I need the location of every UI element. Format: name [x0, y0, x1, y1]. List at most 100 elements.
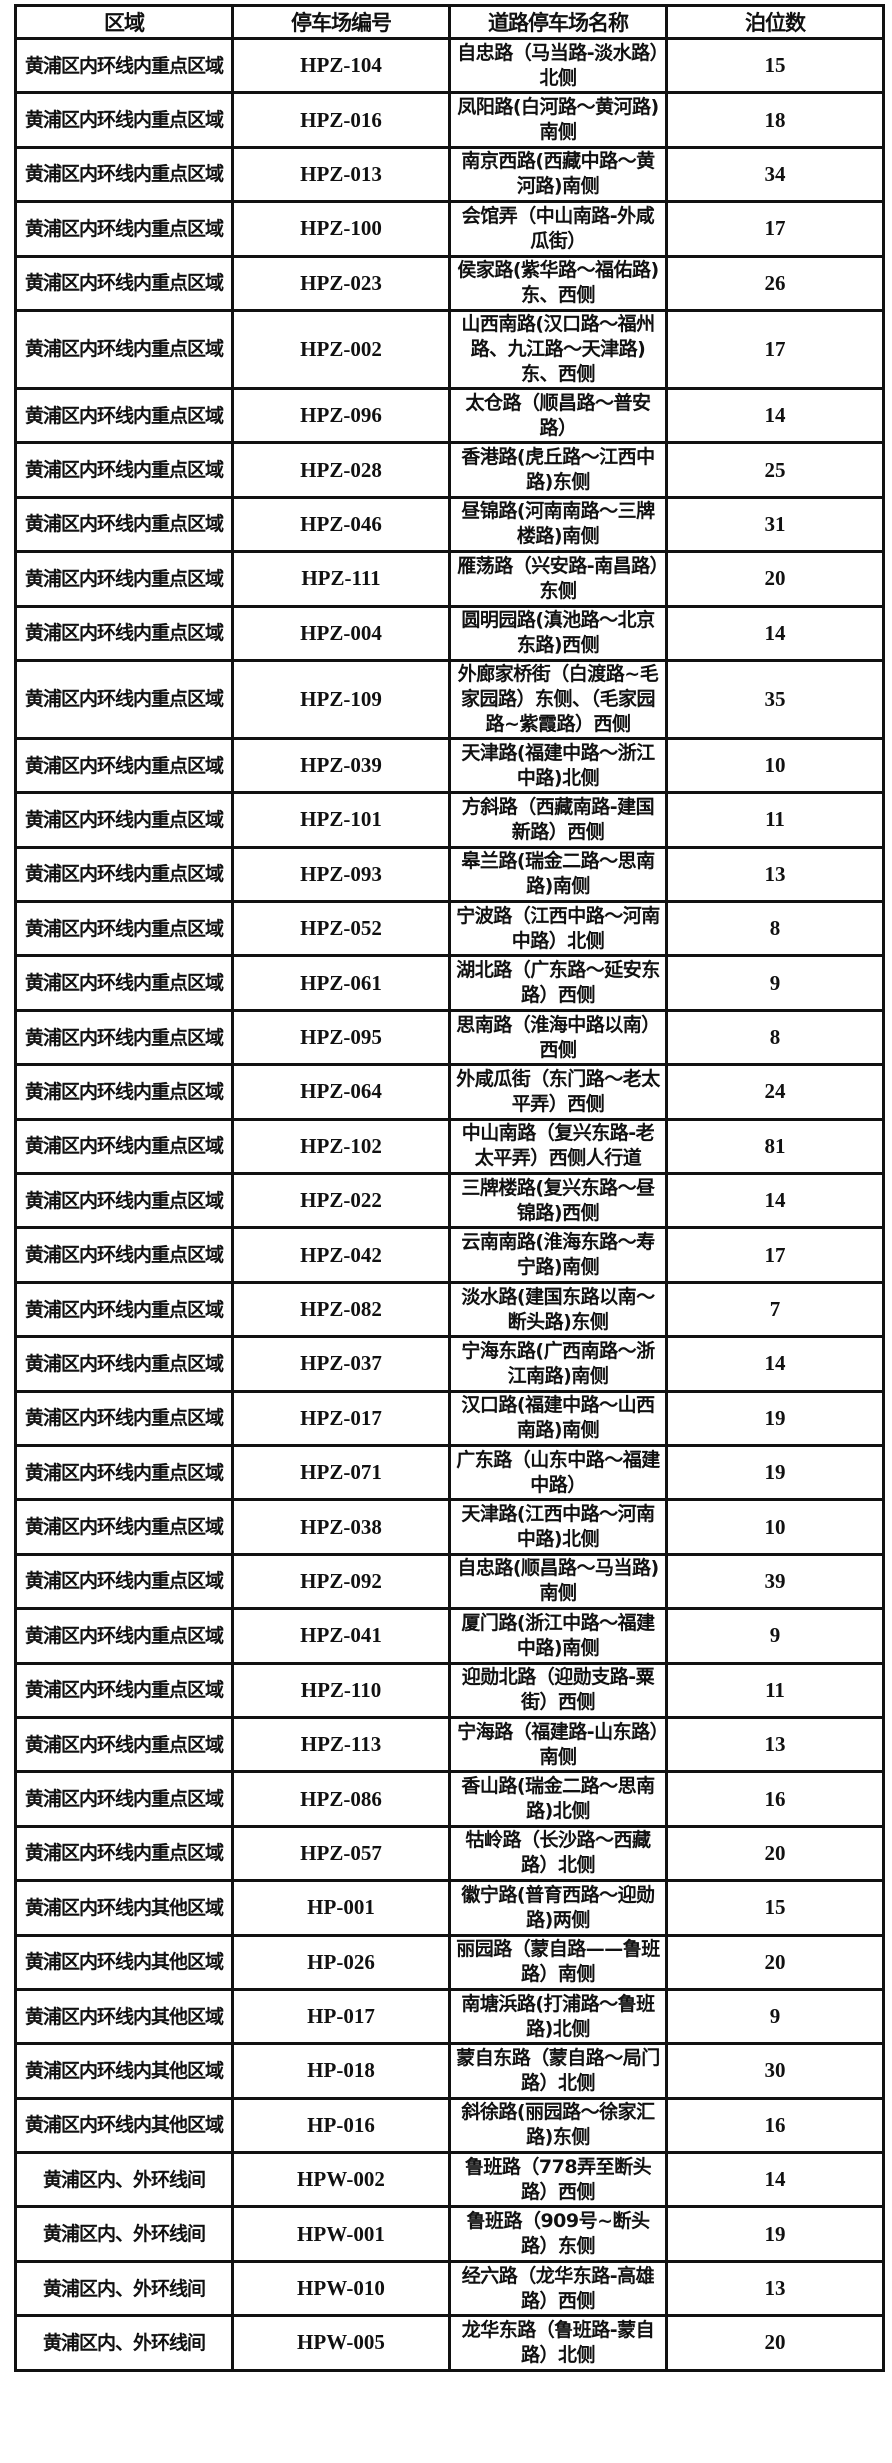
- cell-region: 黄浦区内环线内重点区域: [14, 1498, 234, 1556]
- cell-spaces: 10: [665, 1498, 885, 1556]
- cell-spaces: 14: [665, 1172, 885, 1230]
- cell-code: HPZ-022: [231, 1172, 451, 1230]
- cell-code: HPW-010: [231, 2259, 451, 2318]
- cell-region: 黄浦区内环线内重点区域: [14, 1172, 234, 1230]
- table-row: 黄浦区内环线内重点区域 HPZ-113 宁海路（福建路-山东路）南侧 13: [14, 1715, 885, 1774]
- cell-name: 香港路(虎丘路～江西中路)东侧: [448, 441, 668, 499]
- cell-region: 黄浦区内环线内重点区域: [14, 736, 234, 795]
- cell-region: 黄浦区内环线内重点区域: [14, 1824, 234, 1883]
- cell-code: HP-018: [231, 2042, 451, 2100]
- cell-name: 外咸瓜街（东门路～老太平弄）西侧: [448, 1063, 668, 1121]
- cell-code: HPZ-102: [231, 1117, 451, 1176]
- cell-region: 黄浦区内环线内其他区域: [14, 2042, 234, 2100]
- parking-table: 区域 停车场编号 道路停车场名称 泊位数 黄浦区内环线内重点区域 HPZ-104 自…: [14, 4, 885, 2372]
- cell-name: 侯家路(紫华路～福佑路)东、西侧: [448, 254, 668, 312]
- cell-region: 黄浦区内环线内重点区域: [14, 1280, 234, 1339]
- cell-spaces: 18: [665, 91, 885, 149]
- cell-name: 牯岭路（长沙路～西藏路）北侧: [448, 1824, 668, 1883]
- header-spaces: 泊位数: [665, 4, 885, 40]
- table-row: 黄浦区内环线内重点区域 HPZ-037 宁海东路(广西南路～浙江南路)南侧 14: [14, 1335, 885, 1393]
- cell-code: HPZ-109: [231, 658, 451, 740]
- cell-code: HPZ-039: [231, 736, 451, 795]
- cell-region: 黄浦区内环线内重点区域: [14, 1389, 234, 1447]
- cell-spaces: 20: [665, 1933, 885, 1991]
- cell-spaces: 17: [665, 200, 885, 258]
- table-row: 黄浦区内、外环线间 HPW-001 鲁班路（909号~断头路）东侧 19: [14, 2205, 885, 2263]
- cell-name: 广东路（山东中路～福建中路）: [448, 1443, 668, 1502]
- cell-spaces: 13: [665, 1715, 885, 1774]
- table-row: 黄浦区内环线内重点区域 HPZ-013 南京西路(西藏中路～黄河路)南侧 34: [14, 145, 885, 204]
- cell-code: HPW-001: [231, 2205, 451, 2263]
- cell-code: HPZ-016: [231, 91, 451, 149]
- cell-code: HPZ-042: [231, 1226, 451, 1284]
- header-region: 区域: [14, 4, 234, 40]
- cell-region: 黄浦区内环线内重点区域: [14, 1552, 234, 1611]
- table-row: 黄浦区内环线内重点区域 HPZ-046 昼锦路(河南南路～三牌楼路)南侧 31: [14, 495, 885, 554]
- cell-code: HPZ-064: [231, 1063, 451, 1121]
- cell-name: 淡水路(建国东路以南～断头路)东侧: [448, 1280, 668, 1339]
- cell-code: HPZ-100: [231, 200, 451, 258]
- cell-spaces: 81: [665, 1117, 885, 1176]
- cell-code: HPZ-013: [231, 145, 451, 204]
- cell-name: 鲁班路（909号~断头路）东侧: [448, 2205, 668, 2263]
- table-row: 黄浦区内环线内其他区域 HP-018 蒙自东路（蒙自路～局门路）北侧 30: [14, 2042, 885, 2100]
- cell-spaces: 31: [665, 495, 885, 554]
- cell-code: HPZ-086: [231, 1770, 451, 1828]
- cell-code: HPZ-082: [231, 1280, 451, 1339]
- cell-name: 南塘浜路(打浦路～鲁班路)北侧: [448, 1987, 668, 2046]
- table-row: 黄浦区内环线内重点区域 HPZ-052 宁波路（江西中路～河南中路）北侧 8: [14, 900, 885, 958]
- table-row: 黄浦区内环线内重点区域 HPZ-023 侯家路(紫华路～福佑路)东、西侧 26: [14, 254, 885, 312]
- table-row: 黄浦区内环线内重点区域 HPZ-101 方斜路（西藏南路-建国新路）西侧 11: [14, 791, 885, 849]
- cell-spaces: 9: [665, 1987, 885, 2046]
- table-row: 黄浦区内环线内重点区域 HPZ-039 天津路(福建中路～浙江中路)北侧 10: [14, 736, 885, 795]
- table-row: 黄浦区内环线内重点区域 HPZ-002 山西南路(汉口路～福州路、九江路～天津路)东…: [14, 308, 885, 390]
- table-row: 黄浦区内环线内重点区域 HPZ-022 三牌楼路(复兴东路～昼锦路)西侧 14: [14, 1172, 885, 1230]
- cell-name: 三牌楼路(复兴东路～昼锦路)西侧: [448, 1172, 668, 1230]
- cell-spaces: 11: [665, 1661, 885, 1719]
- cell-spaces: 15: [665, 1879, 885, 1937]
- table-row: 黄浦区内环线内重点区域 HPZ-095 思南路（淮海中路以南）西侧 8: [14, 1008, 885, 1067]
- table-row: 黄浦区内环线内重点区域 HPZ-004 圆明园路(滇池路～北京东路)西侧 14: [14, 604, 885, 662]
- cell-code: HPZ-104: [231, 36, 451, 95]
- cell-region: 黄浦区内环线内重点区域: [14, 604, 234, 662]
- cell-code: HP-017: [231, 1987, 451, 2046]
- cell-spaces: 15: [665, 36, 885, 95]
- cell-code: HPZ-111: [231, 550, 451, 608]
- cell-code: HPZ-028: [231, 441, 451, 499]
- cell-name: 思南路（淮海中路以南）西侧: [448, 1008, 668, 1067]
- table-row: 黄浦区内环线内重点区域 HPZ-111 雁荡路（兴安路-南昌路）东侧 20: [14, 550, 885, 608]
- cell-name: 经六路（龙华东路-高雄路）西侧: [448, 2259, 668, 2318]
- table-row: 黄浦区内环线内重点区域 HPZ-082 淡水路(建国东路以南～断头路)东侧 7: [14, 1280, 885, 1339]
- cell-region: 黄浦区内环线内重点区域: [14, 1335, 234, 1393]
- cell-code: HPZ-096: [231, 386, 451, 445]
- cell-spaces: 10: [665, 736, 885, 795]
- cell-region: 黄浦区内环线内重点区域: [14, 1443, 234, 1502]
- table-row: 黄浦区内环线内重点区域 HPZ-109 外廊家桥街（白渡路~毛家园路）东侧、（毛家园…: [14, 658, 885, 740]
- cell-region: 黄浦区内环线内其他区域: [14, 1933, 234, 1991]
- cell-region: 黄浦区内环线内重点区域: [14, 1117, 234, 1176]
- table-row: 黄浦区内环线内重点区域 HPZ-061 湖北路（广东路～延安东路）西侧 9: [14, 954, 885, 1012]
- table-row: 黄浦区内环线内重点区域 HPZ-093 皋兰路(瑞金二路～思南路)南侧 13: [14, 845, 885, 904]
- cell-name: 太仓路（顺昌路～普安路）: [448, 386, 668, 445]
- cell-code: HPZ-095: [231, 1008, 451, 1067]
- cell-spaces: 17: [665, 1226, 885, 1284]
- cell-code: HPZ-061: [231, 954, 451, 1012]
- cell-spaces: 14: [665, 2151, 885, 2209]
- cell-code: HPZ-071: [231, 1443, 451, 1502]
- cell-spaces: 17: [665, 308, 885, 390]
- cell-spaces: 14: [665, 1335, 885, 1393]
- cell-region: 黄浦区内环线内重点区域: [14, 386, 234, 445]
- cell-region: 黄浦区内环线内重点区域: [14, 495, 234, 554]
- cell-region: 黄浦区内环线内重点区域: [14, 254, 234, 312]
- table-row: 黄浦区内、外环线间 HPW-005 龙华东路（鲁班路-蒙自路）北侧 20: [14, 2314, 885, 2372]
- cell-spaces: 13: [665, 2259, 885, 2318]
- cell-name: 香山路(瑞金二路～思南路)北侧: [448, 1770, 668, 1828]
- cell-name: 南京西路(西藏中路～黄河路)南侧: [448, 145, 668, 204]
- table-row: 黄浦区内、外环线间 HPW-002 鲁班路（778弄至断头路）西侧 14: [14, 2151, 885, 2209]
- table-row: 黄浦区内环线内重点区域 HPZ-041 厦门路(浙江中路～福建中路)南侧 9: [14, 1607, 885, 1665]
- header-code: 停车场编号: [231, 4, 451, 40]
- cell-code: HPZ-057: [231, 1824, 451, 1883]
- cell-spaces: 9: [665, 954, 885, 1012]
- cell-spaces: 39: [665, 1552, 885, 1611]
- table-row: 黄浦区内环线内重点区域 HPZ-086 香山路(瑞金二路～思南路)北侧 16: [14, 1770, 885, 1828]
